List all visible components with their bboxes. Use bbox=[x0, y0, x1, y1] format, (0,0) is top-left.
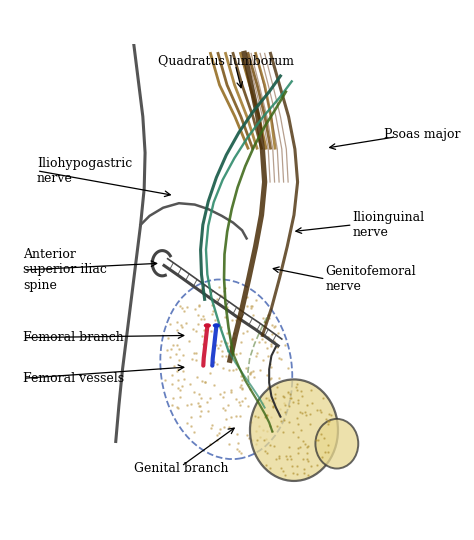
Text: Anterior
superior iliac
spine: Anterior superior iliac spine bbox=[23, 248, 107, 292]
Text: Iliohypogastric
nerve: Iliohypogastric nerve bbox=[37, 157, 132, 185]
Text: Femoral vessels: Femoral vessels bbox=[23, 372, 124, 385]
Ellipse shape bbox=[213, 323, 220, 328]
Text: Genitofemoral
nerve: Genitofemoral nerve bbox=[326, 265, 416, 293]
Ellipse shape bbox=[204, 323, 211, 328]
Text: Femoral branch: Femoral branch bbox=[23, 331, 124, 344]
Text: Genital branch: Genital branch bbox=[134, 462, 228, 475]
Text: Quadratus lumborum: Quadratus lumborum bbox=[158, 53, 294, 66]
Ellipse shape bbox=[250, 380, 338, 481]
Ellipse shape bbox=[315, 419, 358, 469]
Text: Ilioinguinal
nerve: Ilioinguinal nerve bbox=[353, 211, 425, 239]
Text: Psoas major: Psoas major bbox=[384, 128, 461, 141]
